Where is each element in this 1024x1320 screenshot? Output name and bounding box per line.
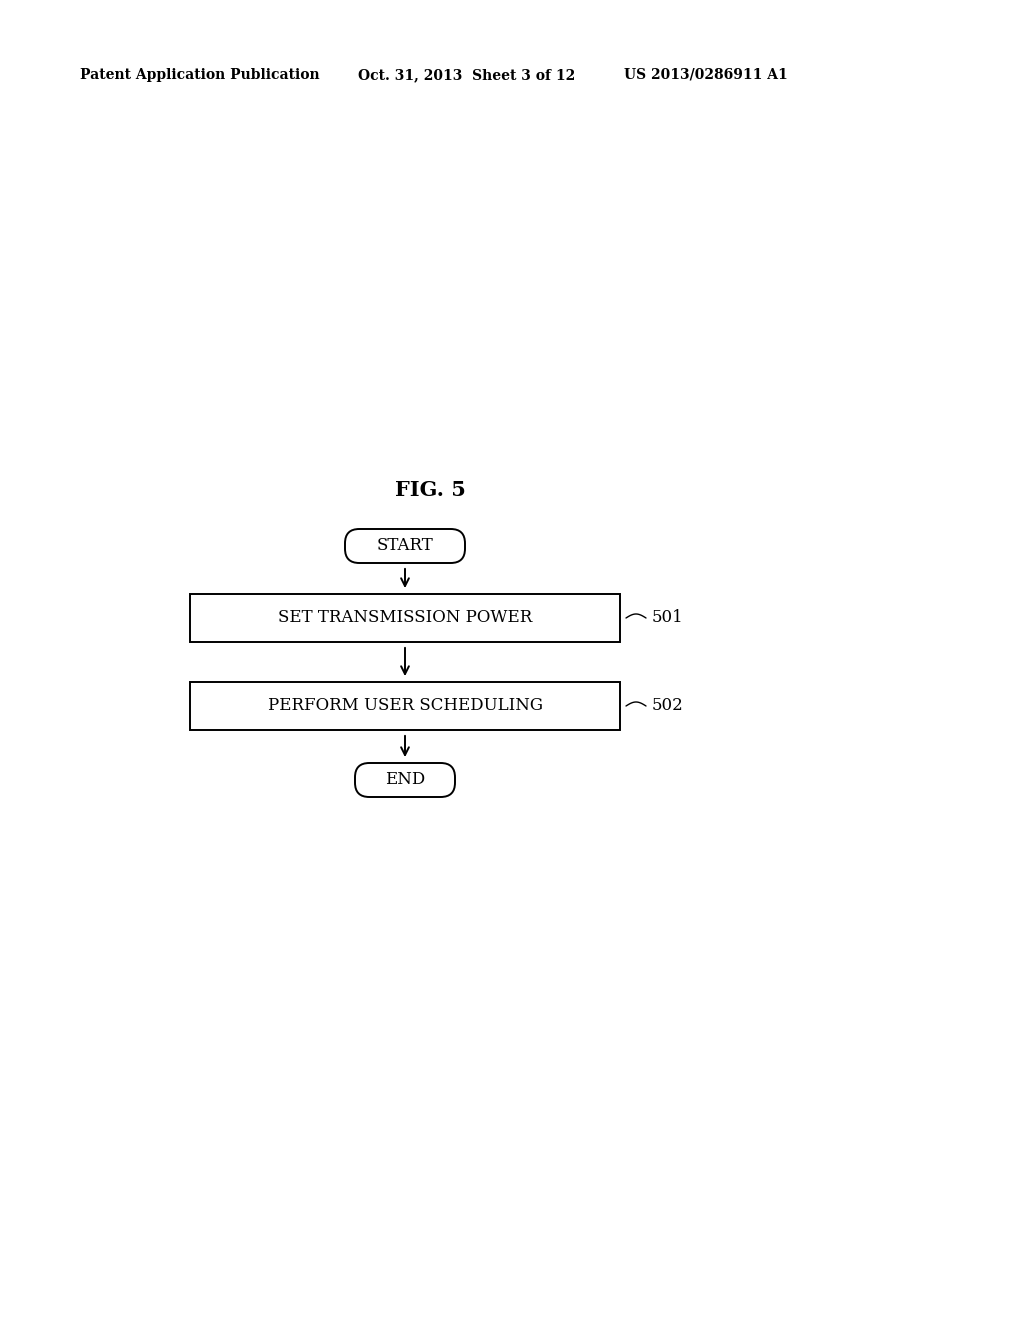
Text: PERFORM USER SCHEDULING: PERFORM USER SCHEDULING <box>267 697 543 714</box>
Bar <box>190 682 620 730</box>
Text: END: END <box>385 771 425 788</box>
FancyBboxPatch shape <box>345 529 465 564</box>
Text: 501: 501 <box>652 610 684 627</box>
Text: Patent Application Publication: Patent Application Publication <box>80 69 319 82</box>
Text: Oct. 31, 2013  Sheet 3 of 12: Oct. 31, 2013 Sheet 3 of 12 <box>358 69 575 82</box>
Text: US 2013/0286911 A1: US 2013/0286911 A1 <box>624 69 787 82</box>
FancyBboxPatch shape <box>355 763 455 797</box>
Text: SET TRANSMISSION POWER: SET TRANSMISSION POWER <box>278 610 532 627</box>
Text: 502: 502 <box>652 697 684 714</box>
Bar <box>190 594 620 642</box>
Text: FIG. 5: FIG. 5 <box>394 480 466 500</box>
Text: START: START <box>377 537 433 554</box>
